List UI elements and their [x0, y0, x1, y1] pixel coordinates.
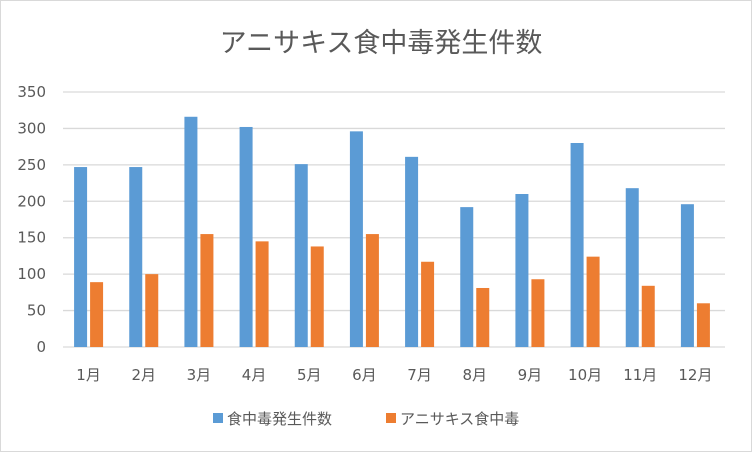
- bar-food-poisoning: [74, 167, 88, 347]
- bar-food-poisoning: [184, 116, 198, 348]
- bar-anisakis: [531, 279, 545, 347]
- bar-food-poisoning: [515, 194, 529, 347]
- bar-food-poisoning: [460, 207, 474, 347]
- bar-anisakis: [145, 274, 159, 347]
- x-tick-label: 9月: [518, 366, 543, 384]
- bar-anisakis: [310, 246, 324, 347]
- x-tick-label: 11月: [623, 366, 657, 384]
- y-tick-label: 100: [17, 265, 46, 283]
- x-tick-label: 1月: [76, 366, 101, 384]
- x-tick-label: 8月: [462, 366, 487, 384]
- bar-food-poisoning: [239, 126, 253, 347]
- legend-swatch: [386, 413, 396, 423]
- bar-anisakis: [200, 234, 214, 347]
- legend-label: アニサキス食中毒: [400, 410, 519, 428]
- y-tick-label: 0: [36, 338, 46, 356]
- bar-food-poisoning: [405, 156, 419, 347]
- legend-swatch: [213, 413, 223, 423]
- bar-anisakis: [476, 287, 490, 347]
- bar-food-poisoning: [294, 164, 308, 347]
- bar-food-poisoning: [129, 167, 143, 347]
- y-tick-label: 50: [27, 302, 46, 320]
- bar-anisakis: [641, 285, 655, 347]
- bar-food-poisoning: [625, 188, 639, 347]
- x-tick-label: 7月: [407, 366, 432, 384]
- y-tick-label: 350: [17, 83, 46, 101]
- y-tick-label: 250: [17, 156, 46, 174]
- y-tick-label: 150: [17, 229, 46, 247]
- bar-anisakis: [255, 241, 269, 347]
- x-tick-label: 12月: [678, 366, 712, 384]
- x-tick-label: 3月: [187, 366, 212, 384]
- bar-food-poisoning: [570, 143, 584, 347]
- x-tick-label: 10月: [568, 366, 602, 384]
- bar-anisakis: [90, 282, 104, 347]
- bar-anisakis: [421, 261, 435, 347]
- x-tick-label: 2月: [131, 366, 156, 384]
- bar-food-poisoning: [349, 131, 363, 347]
- x-tick-label: 4月: [242, 366, 267, 384]
- bar-food-poisoning: [680, 204, 694, 347]
- x-tick-label: 6月: [352, 366, 377, 384]
- bar-anisakis: [365, 234, 379, 347]
- chart-title: アニサキス食中毒発生件数: [220, 28, 543, 59]
- bar-anisakis: [696, 303, 710, 347]
- y-tick-label: 200: [17, 192, 46, 210]
- x-tick-label: 5月: [297, 366, 322, 384]
- y-tick-label: 300: [17, 119, 46, 137]
- bar-anisakis: [586, 256, 600, 347]
- legend-label: 食中毒発生件数: [227, 410, 332, 428]
